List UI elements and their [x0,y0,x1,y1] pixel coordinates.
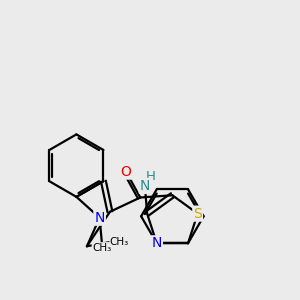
Text: H: H [145,169,155,183]
Text: S: S [193,207,202,220]
Text: CH₃: CH₃ [92,243,112,253]
Text: CH₃: CH₃ [110,237,129,247]
Text: N: N [94,211,105,225]
Text: N: N [152,236,162,250]
Text: N: N [140,179,150,193]
Text: O: O [121,165,131,178]
